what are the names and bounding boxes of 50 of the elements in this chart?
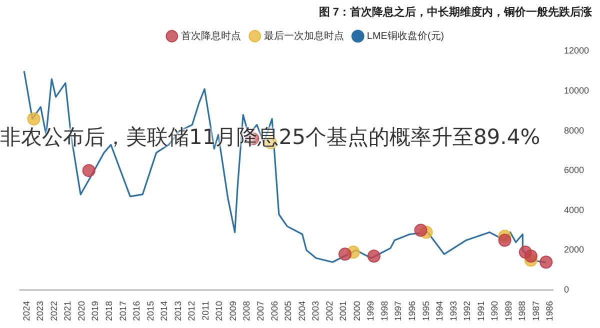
x-tick-label: 2017: [118, 300, 128, 322]
y-tick-label: 4000: [564, 204, 584, 215]
chart-title: 图 7：首次降息之后，中长期维度内，铜价一般先跌后涨: [318, 6, 593, 19]
x-tick-label: 1995: [420, 300, 431, 322]
legend-label: LME铜收盘价(元): [366, 30, 444, 42]
x-tick-label: 2014: [159, 300, 170, 322]
y-tick-label: 12000: [564, 46, 590, 56]
x-tick-label: 2024: [21, 300, 32, 322]
x-tick-label: 2009: [228, 300, 238, 322]
x-tick-label: 2005: [283, 300, 294, 322]
x-tick-label: 1991: [476, 300, 486, 322]
x-tick-label: 2001: [338, 300, 348, 322]
x-tick-label: 1994: [434, 300, 445, 322]
x-tick-label: 2011: [200, 300, 210, 320]
x-tick-label: 2006: [269, 300, 280, 322]
y-tick-label: 8000: [564, 125, 584, 136]
x-tick-label: 1998: [379, 300, 390, 322]
y-tick-label: 6000: [564, 165, 584, 176]
y-tick-label: 10000: [564, 85, 590, 96]
x-tick-label: 2008: [242, 300, 252, 322]
x-tick-label: 1987: [530, 300, 541, 322]
x-tick-label: 1996: [406, 300, 417, 322]
x-tick-label: 2013: [172, 300, 183, 322]
x-tick-label: 2021: [62, 300, 73, 322]
x-tick-label: 2019: [90, 300, 100, 322]
x-tick-label: 2002: [324, 300, 334, 322]
x-tick-label: 2004: [296, 300, 307, 322]
x-tick-label: 2016: [132, 300, 142, 322]
x-tick-label: 1993: [448, 300, 458, 322]
x-tick-label: 2018: [104, 300, 114, 322]
legend-label: 首次降息时点: [180, 30, 241, 42]
x-tick-label: 2012: [186, 300, 197, 322]
x-tick-label: 2003: [310, 300, 321, 322]
x-tick-label: 1988: [517, 300, 528, 322]
x-tick-label: 2015: [145, 300, 156, 322]
x-tick-label: 2007: [255, 300, 266, 322]
x-tick-label: 2022: [48, 300, 59, 322]
y-tick-label: 2000: [564, 244, 584, 255]
y-tick-label: 0: [564, 284, 569, 294]
x-tick-label: 2000: [352, 300, 362, 322]
x-tick-label: 1990: [490, 300, 500, 322]
x-tick-label: 2023: [35, 300, 46, 322]
legend-label: 最后一次加息时点: [264, 30, 344, 42]
x-tick-label: 1997: [393, 300, 404, 322]
x-tick-label: 2020: [76, 300, 86, 322]
x-tick-label: 1986: [544, 300, 555, 322]
x-tick-label: 1999: [366, 300, 376, 322]
x-tick-label: 2010: [214, 300, 224, 322]
x-tick-label: 1992: [462, 300, 472, 322]
x-tick-label: 1989: [503, 300, 514, 322]
